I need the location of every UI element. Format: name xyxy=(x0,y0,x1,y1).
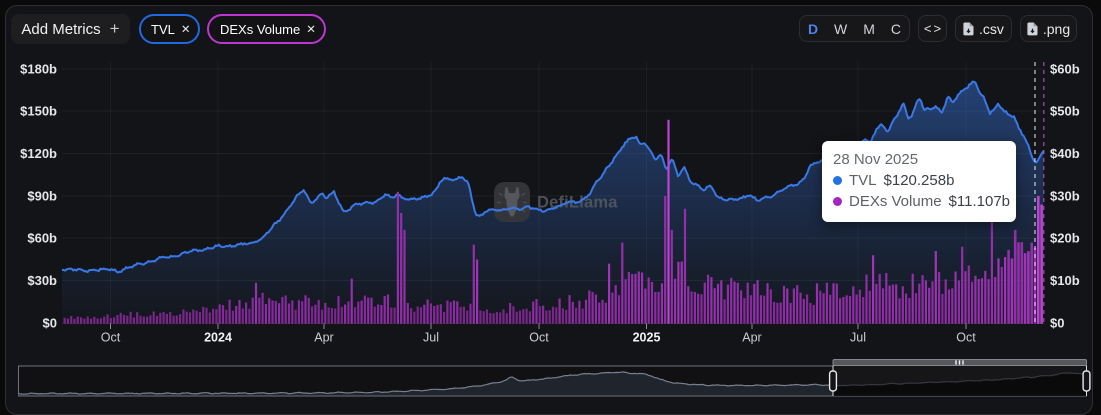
svg-text:2025: 2025 xyxy=(633,331,661,345)
svg-text:Jul: Jul xyxy=(850,331,866,345)
svg-text:Oct: Oct xyxy=(956,331,976,345)
svg-text:$150b: $150b xyxy=(20,104,57,119)
svg-text:$40b: $40b xyxy=(1050,146,1080,161)
svg-text:$50b: $50b xyxy=(1050,104,1080,119)
svg-text:Oct: Oct xyxy=(101,331,121,345)
svg-text:Jul: Jul xyxy=(423,331,439,345)
svg-text:2024: 2024 xyxy=(204,331,232,345)
svg-text:$90b: $90b xyxy=(27,189,57,204)
svg-text:$180b: $180b xyxy=(20,62,57,77)
svg-text:$30b: $30b xyxy=(1050,189,1080,204)
svg-text:$0: $0 xyxy=(43,316,57,331)
svg-text:$120b: $120b xyxy=(20,146,57,161)
svg-text:$60b: $60b xyxy=(27,231,57,246)
svg-text:Apr: Apr xyxy=(314,331,333,345)
svg-text:$0: $0 xyxy=(1050,316,1064,331)
svg-text:$60b: $60b xyxy=(1050,62,1080,77)
svg-text:$20b: $20b xyxy=(1050,231,1080,246)
svg-text:Oct: Oct xyxy=(529,331,549,345)
svg-text:$10b: $10b xyxy=(1050,273,1080,288)
svg-text:$30b: $30b xyxy=(27,273,57,288)
svg-text:Apr: Apr xyxy=(742,331,761,345)
